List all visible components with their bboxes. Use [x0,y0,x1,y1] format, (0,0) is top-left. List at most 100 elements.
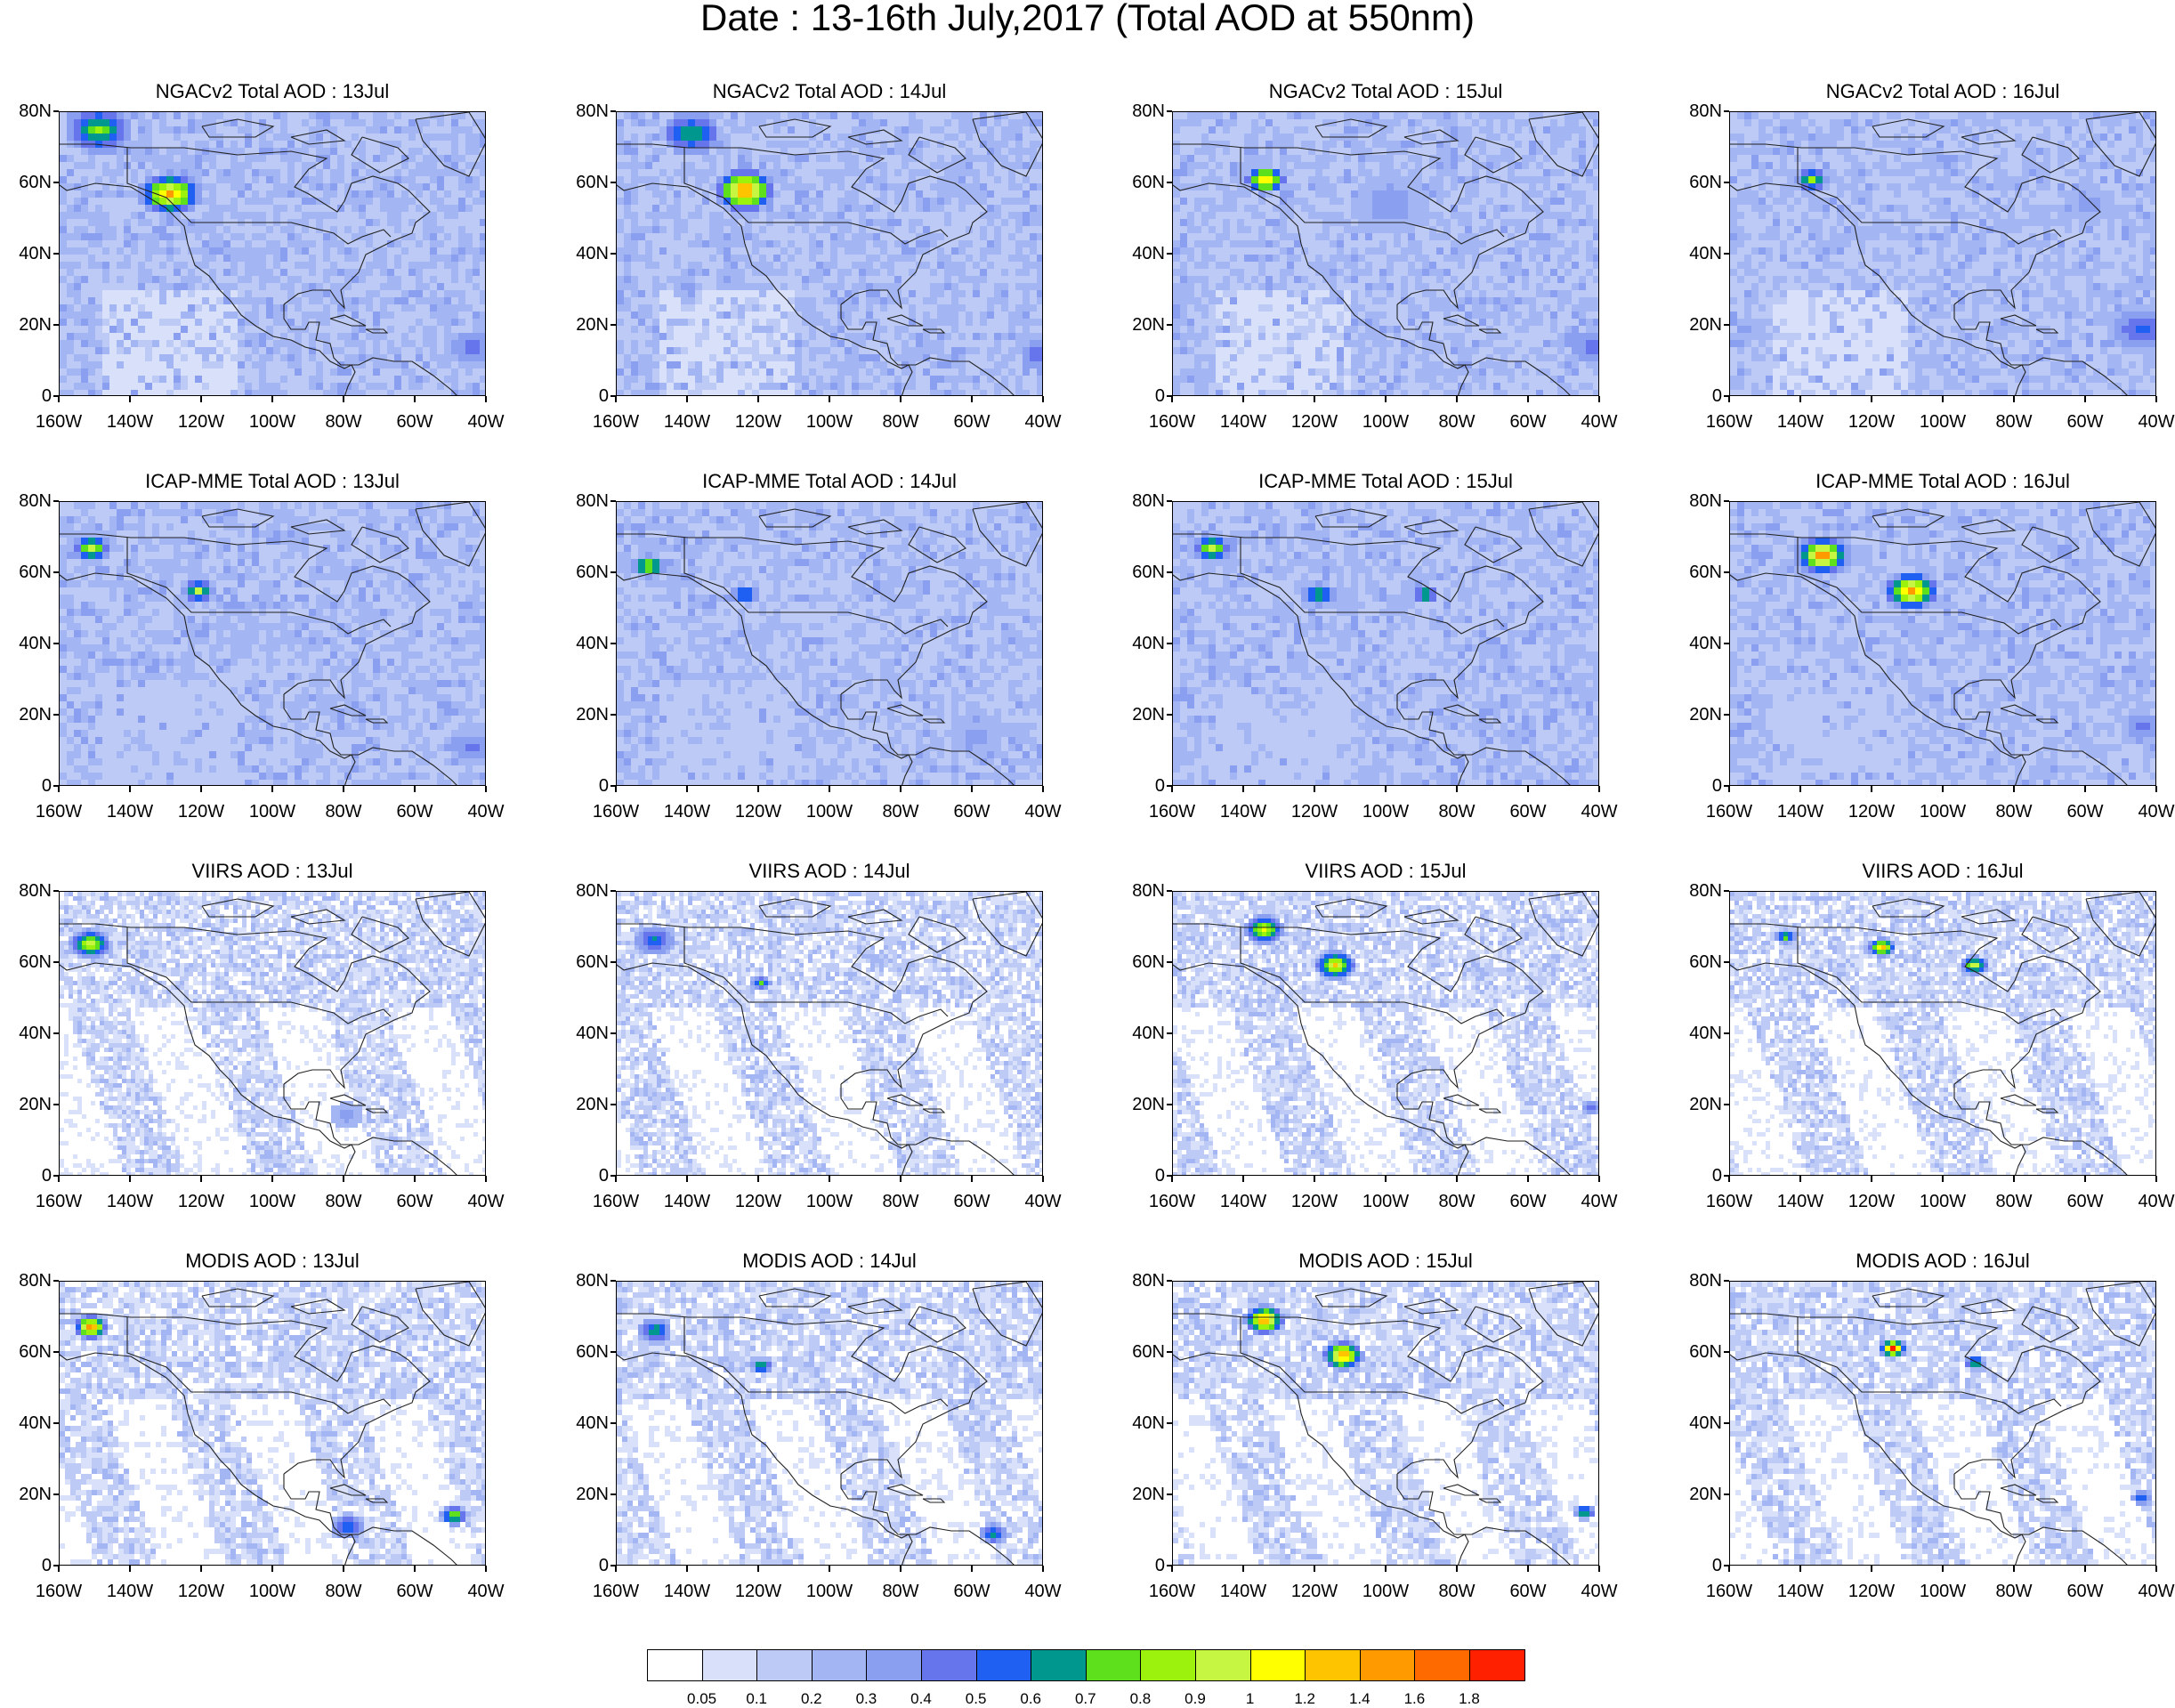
x-tick-label: 160W [1698,1192,1760,1211]
x-tick-label: 140W [1769,802,1831,822]
aod-field [1730,1282,2156,1566]
y-tick-label: 20N [555,316,609,334]
x-tick-label: 100W [1912,1582,1974,1601]
x-tick [686,1566,688,1572]
y-tick-label: 80N [555,882,609,900]
x-tick [686,786,688,792]
y-tick [1167,1032,1172,1034]
x-tick-label: 120W [170,1582,232,1601]
x-tick [271,1176,273,1182]
x-tick [829,1566,830,1572]
x-tick-label: 120W [1840,1582,1903,1601]
x-tick [1799,396,1801,402]
x-tick [271,786,273,792]
x-tick-label: 140W [656,412,718,432]
x-tick [1598,1176,1600,1182]
y-tick [53,1493,59,1495]
y-tick [610,961,616,963]
x-tick-label: 100W [798,802,861,822]
y-tick [53,890,59,892]
y-tick [610,1422,616,1424]
y-tick-label: 80N [0,102,52,120]
x-tick-label: 160W [1141,802,1203,822]
y-tick-label: 40N [1112,1024,1165,1042]
y-tick [610,1104,616,1105]
y-tick-label: 0 [0,1167,52,1185]
x-tick-label: 40W [1012,412,1074,432]
y-tick-label: 20N [1112,706,1165,724]
x-tick [129,396,131,402]
panel-title: VIIRS AOD : 15Jul [1172,860,1599,883]
panel-title: VIIRS AOD : 16Jul [1729,860,2156,883]
x-tick-label: 60W [1497,412,1559,432]
y-tick-label: 20N [555,1096,609,1113]
x-tick-label: 80W [312,412,375,432]
x-tick [757,1566,759,1572]
x-tick-label: 140W [1769,412,1831,432]
x-tick-label: 80W [1426,412,1488,432]
x-tick [1242,1176,1244,1182]
x-tick-label: 60W [941,412,1003,432]
y-tick-label: 20N [1112,1485,1165,1503]
x-tick [1385,396,1387,402]
x-tick-label: 120W [727,1192,789,1211]
x-tick-label: 60W [941,1582,1003,1601]
y-tick-label: 0 [1112,387,1165,405]
y-tick-label: 0 [555,1167,609,1185]
x-tick-label: 120W [1283,802,1346,822]
panel-title: NGACv2 Total AOD : 16Jul [1729,80,2156,103]
aod-map [1729,501,2156,786]
x-tick-label: 60W [2054,802,2116,822]
y-tick [53,961,59,963]
colorbar-label: 1 [1224,1690,1277,1708]
x-tick [1942,1176,1944,1182]
y-tick [53,571,59,573]
aod-field [1730,892,2156,1176]
y-tick [1167,1422,1172,1424]
aod-map [1172,1281,1599,1566]
y-tick-label: 20N [1669,1485,1722,1503]
x-tick-label: 80W [1983,1582,2045,1601]
x-tick [757,1176,759,1182]
x-tick [200,396,202,402]
x-tick [829,396,830,402]
x-tick-label: 100W [241,1582,303,1601]
x-tick [271,1566,273,1572]
x-tick-label: 140W [1769,1582,1831,1601]
x-tick [1871,1566,1872,1572]
y-tick [610,643,616,644]
colorbar-box [921,1649,977,1681]
colorbar-label: 0.7 [1059,1690,1112,1708]
x-tick [1799,786,1801,792]
colorbar-box [1250,1649,1306,1681]
y-tick [1167,890,1172,892]
y-tick [1167,1351,1172,1353]
x-tick [414,1566,416,1572]
x-tick-label: 120W [1840,802,1903,822]
colorbar-label: 0.6 [1004,1690,1057,1708]
x-tick-label: 160W [1698,802,1760,822]
y-tick-label: 80N [555,102,609,120]
aod-map [1729,1281,2156,1566]
x-tick-label: 40W [455,412,517,432]
x-tick [271,396,273,402]
y-tick [53,1351,59,1353]
x-tick-label: 160W [28,1192,90,1211]
x-tick-label: 160W [585,412,647,432]
colorbar-box [702,1649,758,1681]
x-tick [200,786,202,792]
y-tick-label: 80N [1112,1272,1165,1290]
y-tick [53,182,59,183]
x-tick [757,396,759,402]
y-tick-label: 80N [555,1272,609,1290]
x-tick [2155,786,2157,792]
aod-map [59,111,486,396]
x-tick [1242,396,1244,402]
y-tick-label: 40N [1112,635,1165,652]
y-tick [1167,253,1172,255]
x-tick [1728,786,1730,792]
y-tick-label: 60N [555,174,609,191]
aod-map [1172,501,1599,786]
x-tick [2084,1566,2086,1572]
x-tick-label: 100W [1354,412,1417,432]
